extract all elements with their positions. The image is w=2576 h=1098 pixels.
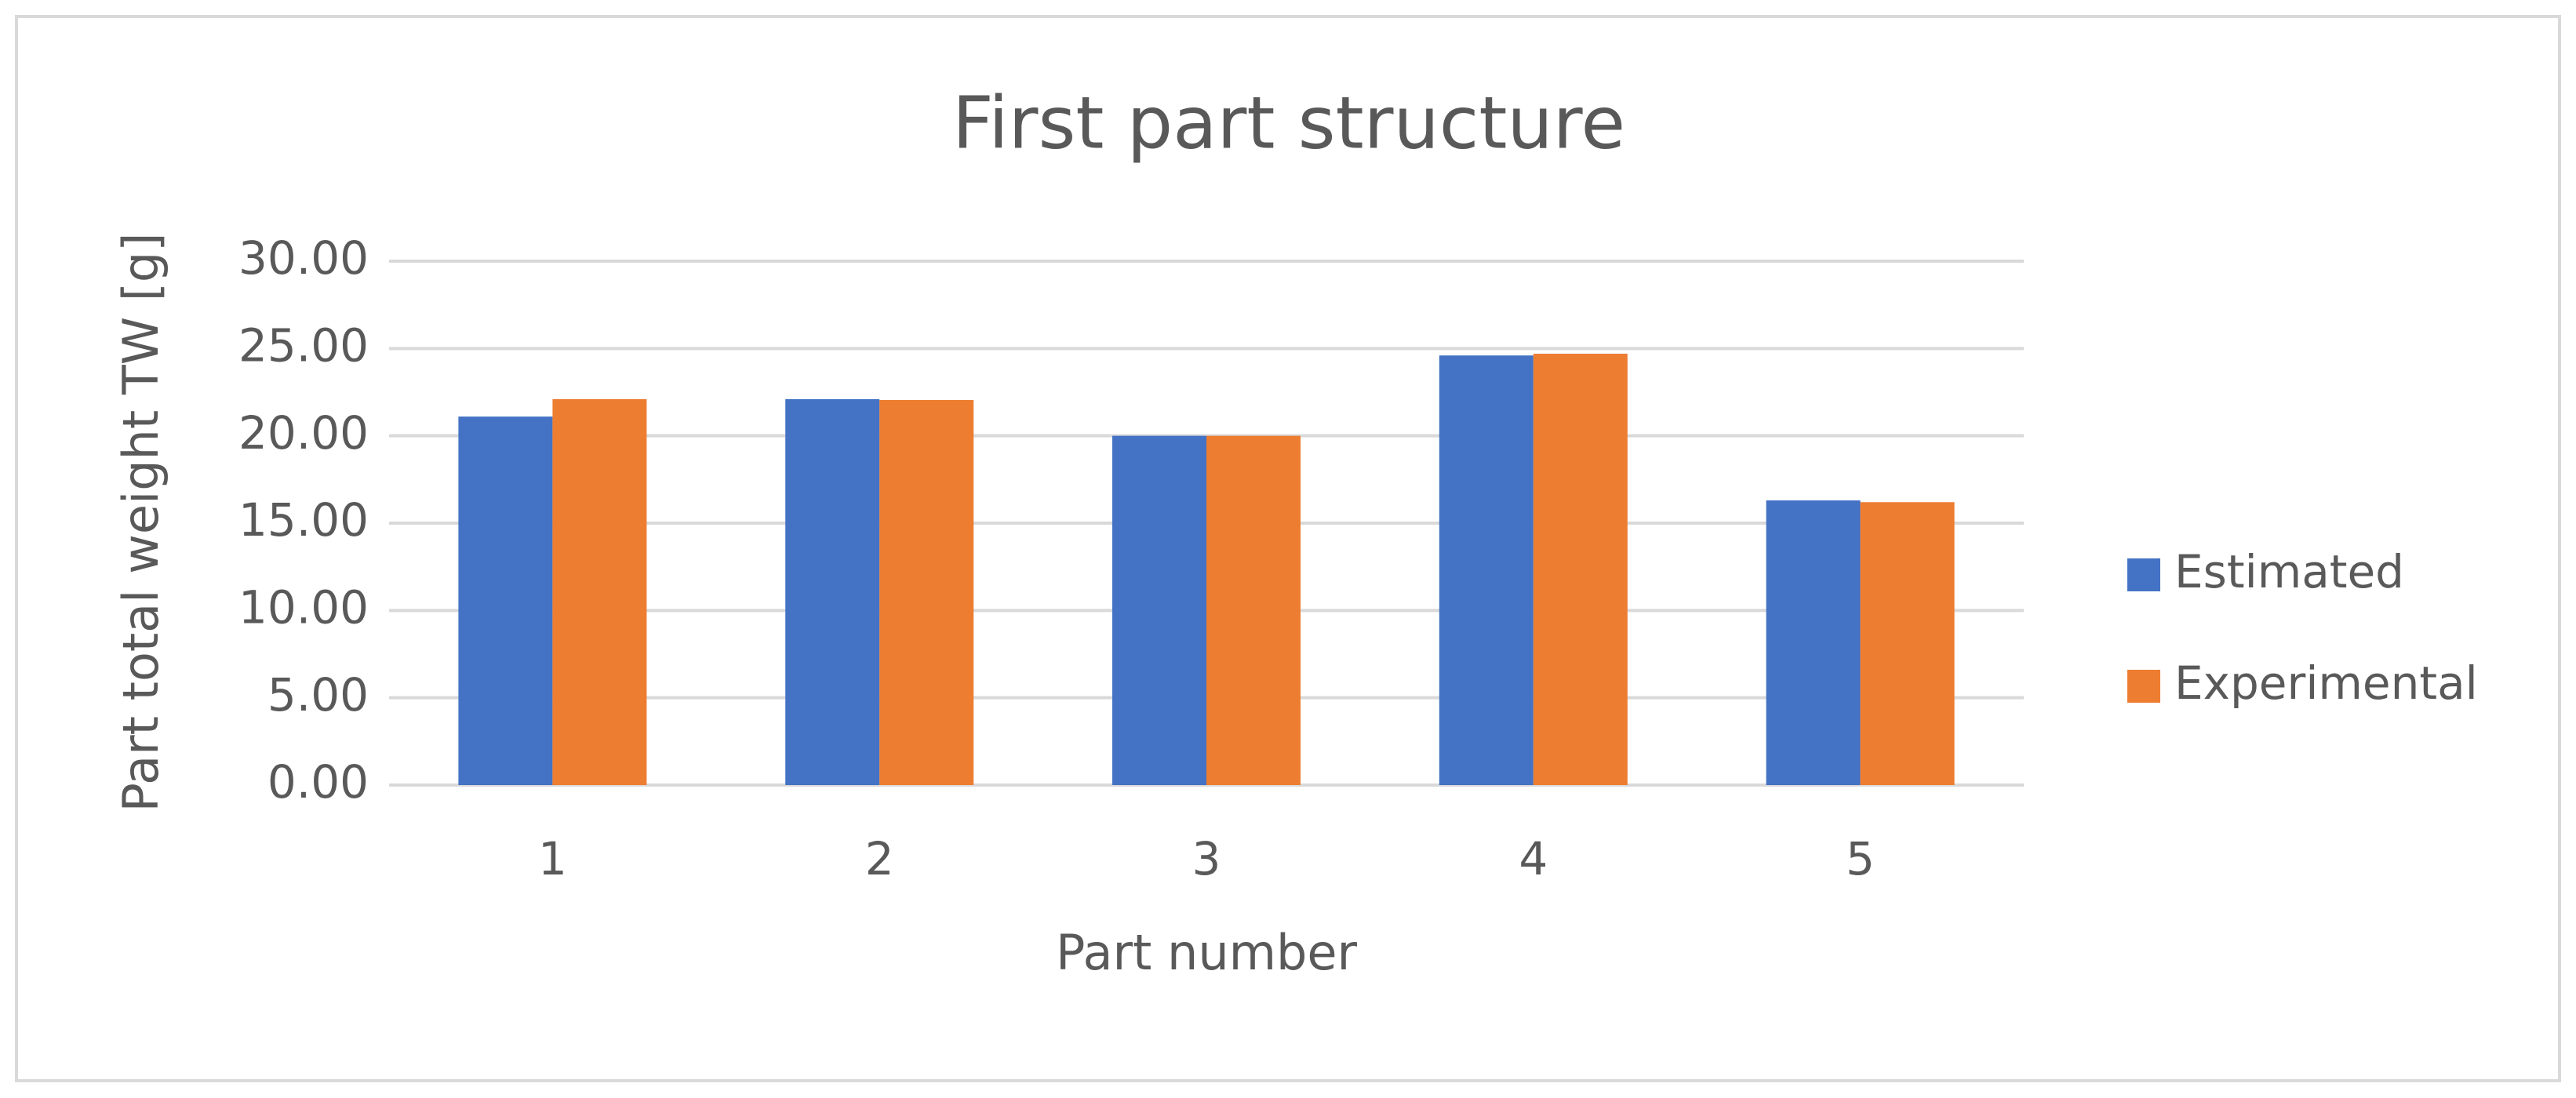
y-tick-label: 25.00 — [238, 318, 369, 372]
y-tick-label: 5.00 — [267, 668, 369, 722]
x-axis-title: Part number — [1056, 924, 1358, 981]
y-tick-label: 10.00 — [238, 580, 369, 634]
legend-label: Experimental — [2174, 656, 2478, 710]
y-axis-title: Part total weight TW [g] — [112, 233, 169, 813]
x-tick-label: 5 — [1846, 832, 1875, 885]
y-tick-label: 15.00 — [238, 493, 369, 547]
x-tick-label: 2 — [865, 832, 894, 885]
bar — [1439, 355, 1534, 785]
bar — [1533, 354, 1628, 786]
bar — [458, 416, 553, 785]
bar — [1112, 435, 1206, 785]
x-tick-label: 1 — [538, 832, 567, 885]
bar — [1206, 435, 1301, 785]
y-tick-label: 0.00 — [267, 755, 369, 809]
x-tick-label: 4 — [1519, 832, 1548, 885]
bar — [785, 398, 880, 785]
bar — [1860, 502, 1955, 785]
chart-title: First part structure — [952, 81, 1625, 165]
x-tick-label: 3 — [1192, 832, 1221, 885]
bar — [1766, 500, 1861, 785]
legend-swatch — [2127, 670, 2160, 703]
legend-swatch — [2127, 558, 2160, 591]
y-tick-label: 20.00 — [238, 406, 369, 460]
bar — [552, 398, 647, 785]
bar — [879, 400, 974, 785]
legend-label: Estimated — [2174, 545, 2404, 598]
y-tick-label: 30.00 — [238, 231, 369, 285]
